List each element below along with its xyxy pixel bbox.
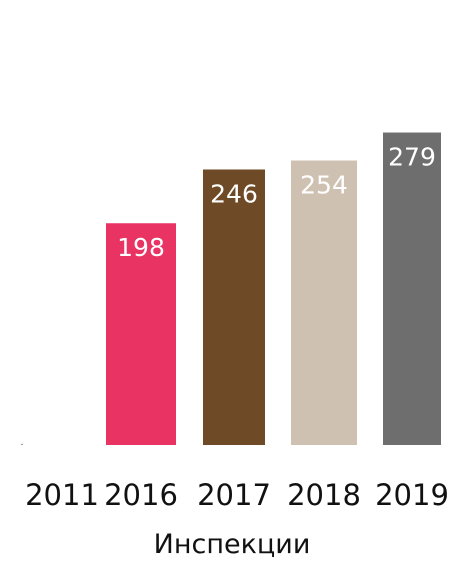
tick-label-2011: 2011 (25, 478, 99, 512)
x-axis-label: Инспекции (154, 529, 311, 560)
value-label-2016: 198 (117, 233, 165, 262)
value-label-2017: 246 (210, 179, 258, 208)
tick-labels-group: 2011 2016 2017 2018 2019 (25, 478, 449, 512)
bar-2019 (383, 132, 441, 445)
bar-2011 (21, 443, 23, 445)
tick-label-2017: 2017 (197, 478, 271, 512)
tick-label-2016: 2016 (104, 478, 178, 512)
value-label-2019: 279 (388, 143, 436, 172)
bar-2018 (291, 160, 357, 445)
tick-label-2019: 2019 (375, 478, 449, 512)
bar-2017 (203, 169, 265, 446)
bar-2016 (106, 223, 176, 445)
value-labels-group: 198 246 254 279 (117, 143, 436, 263)
bars-group (21, 132, 441, 446)
tick-label-2018: 2018 (287, 478, 361, 512)
value-label-2018: 254 (300, 171, 348, 200)
